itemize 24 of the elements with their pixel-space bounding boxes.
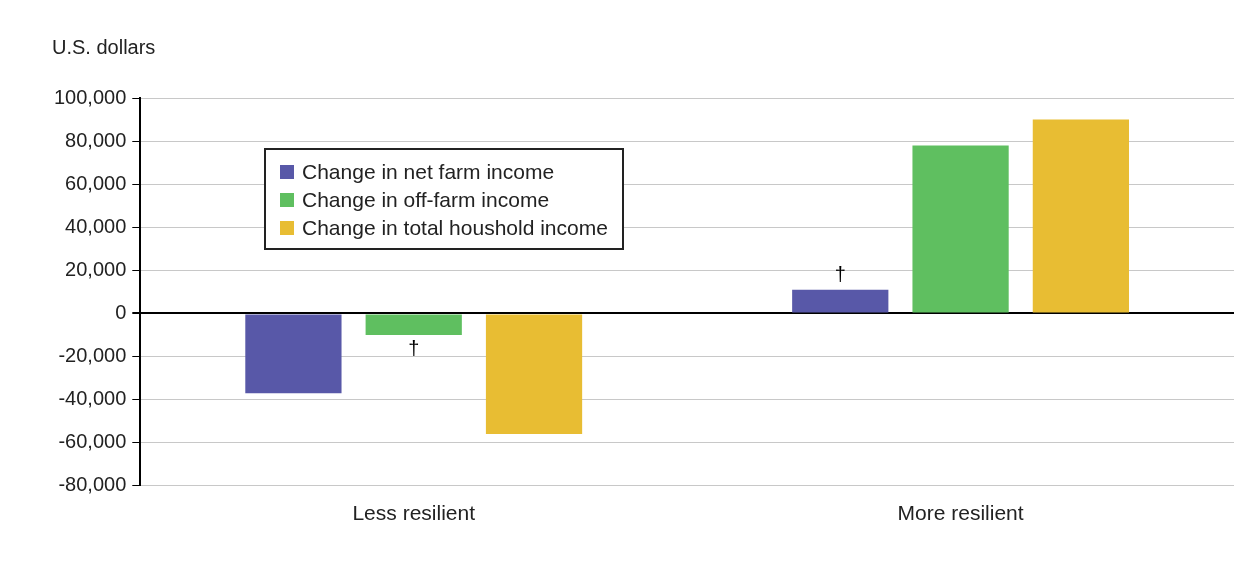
legend-label: Change in off-farm income (302, 187, 550, 213)
bar (365, 314, 462, 335)
y-tick-label: -80,000 (58, 473, 127, 496)
y-tick-label: -40,000 (58, 387, 127, 410)
data-label: † (834, 263, 846, 286)
y-tick-label: -60,000 (58, 430, 127, 453)
bar (485, 314, 583, 435)
y-tick-label: 0 (115, 300, 127, 323)
bar (1032, 119, 1129, 313)
legend-label: Change in total houshold income (302, 215, 608, 241)
x-tick-label: Less resilient (352, 501, 476, 525)
y-tick-label: 60,000 (65, 171, 127, 194)
bar (912, 145, 1009, 313)
y-tick-label: -20,000 (58, 344, 127, 367)
y-axis-title: U.S. dollars (52, 36, 156, 59)
y-tick-label: 40,000 (65, 214, 127, 237)
legend-label: Change in net farm income (302, 159, 555, 185)
y-tick-label: 80,000 (65, 128, 127, 151)
bar (245, 314, 342, 394)
data-label: † (408, 336, 420, 359)
y-tick-label: 100,000 (54, 85, 127, 108)
bar (792, 289, 889, 313)
x-tick-label: More resilient (897, 501, 1024, 525)
y-tick-label: 20,000 (65, 257, 127, 280)
